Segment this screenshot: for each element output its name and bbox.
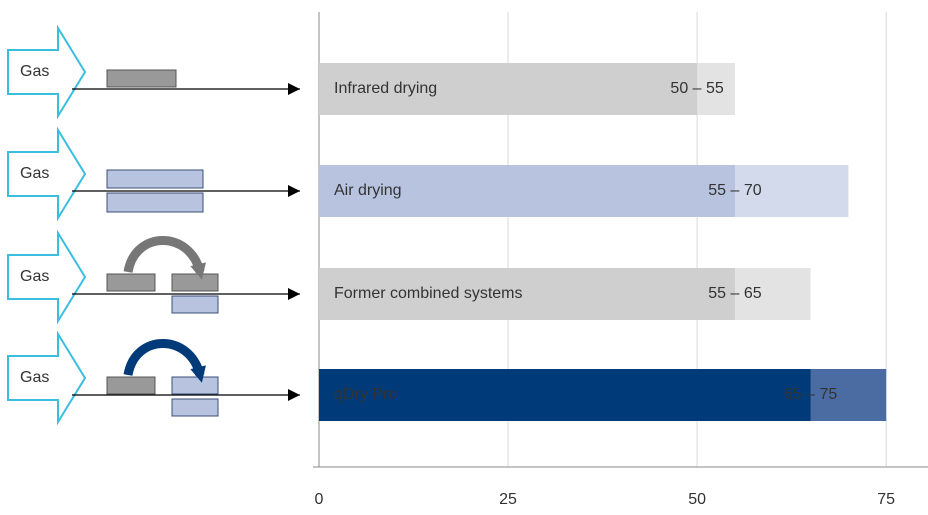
x-tick-label: 0 <box>315 491 324 508</box>
bar <box>319 268 735 320</box>
gas-label: Gas <box>20 165 49 182</box>
gas-arrow <box>7 330 87 426</box>
icon-arrow <box>123 339 206 383</box>
category-label: Former combined systems <box>334 285 523 302</box>
category-label: Infrared drying <box>334 80 437 97</box>
x-tick-label: 75 <box>877 491 895 508</box>
gas-arrow <box>7 229 87 325</box>
value-label: 55 – 65 <box>708 285 761 302</box>
icon-part <box>106 169 204 189</box>
process-icons <box>106 69 219 417</box>
x-tick-label: 25 <box>499 491 517 508</box>
gas-label: Gas <box>20 369 49 386</box>
bar <box>319 165 735 217</box>
icon-part <box>171 295 219 314</box>
icon-part <box>106 376 156 395</box>
icon-part <box>171 273 219 292</box>
gas-arrow <box>7 126 87 222</box>
icon-part <box>106 273 156 292</box>
value-label: 50 – 55 <box>670 80 723 97</box>
icon-part <box>106 192 204 213</box>
icon-part <box>171 376 219 395</box>
gas-arrow <box>7 24 87 120</box>
value-label: 55 – 70 <box>708 182 761 199</box>
icon-part <box>106 69 177 88</box>
gas-label: Gas <box>20 268 49 285</box>
icon-arrow <box>123 236 206 280</box>
category-label: Air drying <box>334 182 402 199</box>
value-label: 65 – 75 <box>784 386 837 403</box>
bar <box>319 63 698 115</box>
x-tick-label: 50 <box>688 491 706 508</box>
icon-part <box>171 398 219 417</box>
category-label: qDry Pro <box>334 386 397 403</box>
bar <box>319 369 811 421</box>
gas-label: Gas <box>20 63 49 80</box>
